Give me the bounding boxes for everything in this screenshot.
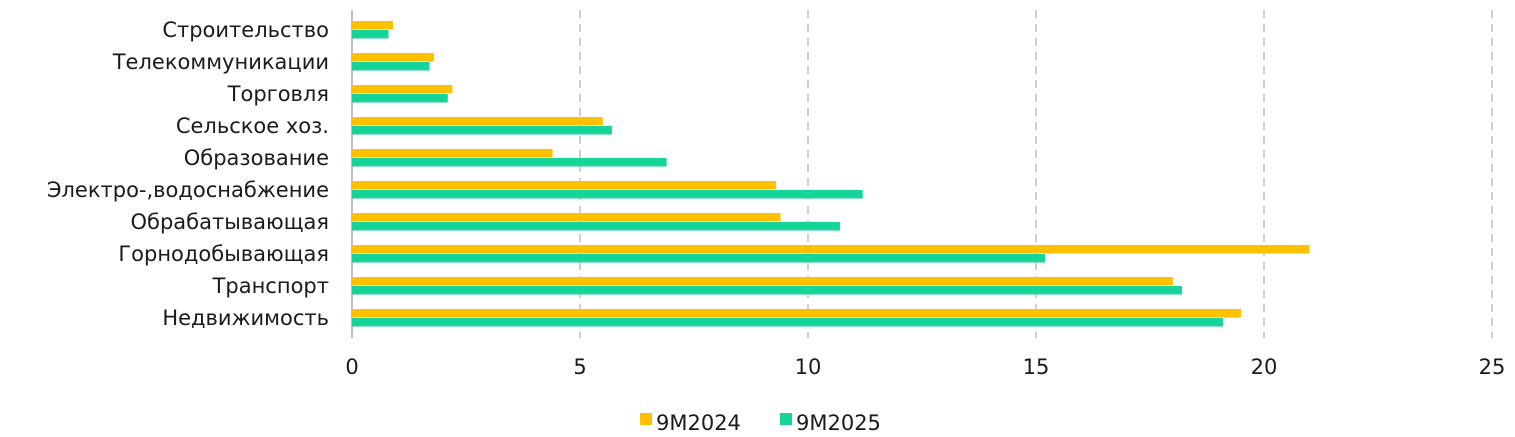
legend-swatch-9m2024 [640,413,652,425]
category-label: Телекоммуникации [112,50,329,74]
bar-9m2024 [352,181,777,190]
x-tick-label: 0 [345,355,358,379]
category-label: Образование [184,146,329,170]
category-label: Электро-,водоснабжение [47,178,329,202]
bar-9m2024 [352,213,781,222]
bar-9m2025 [352,30,389,39]
legend-label: 9M2024 [656,411,741,435]
x-tick-label: 20 [1251,355,1278,379]
bar-9m2024 [352,85,453,94]
legend-label: 9M2025 [796,411,881,435]
category-label: Обрабатывающая [130,210,329,234]
bar-9m2025 [352,254,1046,263]
category-label: Горнодобывающая [118,242,329,266]
bar-9m2024 [352,53,435,62]
x-tick-label: 15 [1023,355,1050,379]
bar-9m2025 [352,318,1223,327]
category-label: Сельское хоз. [176,114,329,138]
category-label: Недвижимость [162,306,329,330]
bar-9m2025 [352,126,612,135]
bar-9m2025 [352,62,430,71]
bar-9m2025 [352,94,448,103]
bar-9m2024 [352,309,1242,318]
bar-9m2025 [352,222,840,231]
bar-9m2024 [352,277,1173,286]
bar-9m2025 [352,286,1182,295]
category-label: Строительство [162,18,329,42]
category-label: Торговля [227,82,329,106]
legend-swatch-9m2025 [780,413,792,425]
bar-9m2025 [352,190,863,199]
bar-9m2024 [352,245,1310,254]
bar-9m2025 [352,158,667,167]
x-tick-label: 10 [795,355,822,379]
bar-9m2024 [352,149,553,158]
x-tick-label: 5 [573,355,586,379]
bar-9m2024 [352,117,603,126]
category-label: Транспорт [212,274,329,298]
x-tick-label: 25 [1479,355,1506,379]
bar-9m2024 [352,21,394,30]
